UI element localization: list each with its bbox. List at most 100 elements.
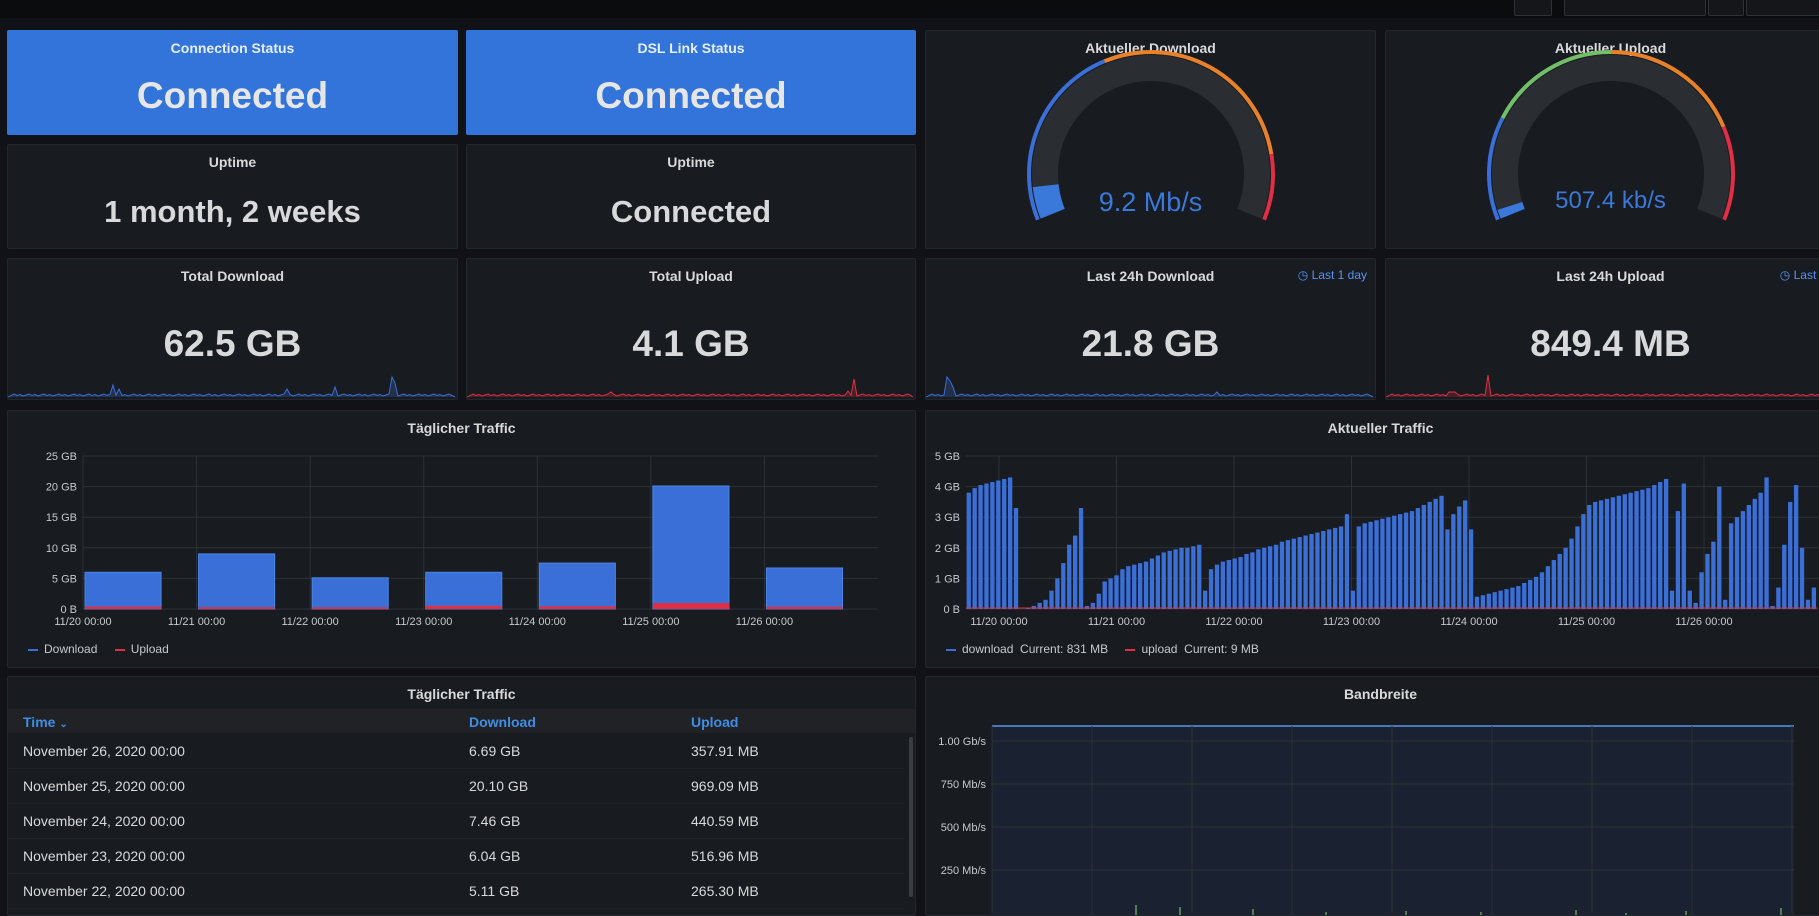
bandwidth-chart-panel[interactable]: Bandbreite 1.00 Gb/s 750 Mb/s 500 Mb/s 250 … [925, 676, 1819, 916]
bar-download [1321, 530, 1326, 609]
table-row[interactable]: November 22, 2020 00:00 5.11 GB 265.30 M… [8, 874, 905, 909]
bar-download [1764, 477, 1769, 609]
chart-legend: Download Upload [28, 642, 183, 656]
x-tick-label: 11/23 00:00 [1323, 616, 1380, 628]
uptime-dsl-panel[interactable]: Uptime Connected [466, 144, 916, 249]
time-picker-button[interactable] [1564, 0, 1706, 16]
download-gauge-panel[interactable]: Aktueller Download 9.2 Mb/s [925, 30, 1376, 249]
legend-label: Upload [130, 642, 169, 656]
clock-icon: ◷ [1297, 268, 1309, 282]
bar-upload [85, 606, 162, 609]
bandwidth-chart: 1.00 Gb/s 750 Mb/s 500 Mb/s 250 Mb/s [938, 725, 1794, 915]
bar-download [1533, 576, 1539, 609]
bar-download [1220, 561, 1226, 609]
daily-traffic-chart-panel[interactable]: Täglicher Traffic 0 B 5 GB 10 GB 15 GB 20 GB… [7, 410, 916, 668]
legend-item-upload[interactable]: Upload [114, 642, 169, 656]
table-row[interactable]: November 25, 2020 00:00 20.10 GB 969.09 … [8, 769, 905, 804]
time-range-tag[interactable]: ◷ Last 1 day [1780, 268, 1819, 282]
gauge-track [1492, 55, 1730, 219]
table-row[interactable]: November 24, 2020 00:00 7.46 GB 440.59 M… [8, 804, 905, 839]
bar-download [1463, 500, 1468, 609]
bar-download [1132, 564, 1137, 609]
daily-traffic-table-panel[interactable]: Täglicher Traffic Time ⌄ Download Upload… [7, 676, 916, 916]
dsl-link-status-panel[interactable]: DSL Link Status Connected [466, 30, 916, 135]
legend-item-download[interactable]: Download [28, 642, 97, 656]
bar-download [1723, 599, 1728, 609]
panel-title: DSL Link Status [637, 40, 745, 56]
bar-download [1072, 535, 1078, 609]
bar-download [1084, 605, 1090, 609]
x-tick-label: 11/25 00:00 [622, 616, 679, 628]
bar-download [1799, 547, 1805, 609]
gauge-track [1032, 55, 1270, 219]
bar-download [1734, 517, 1740, 609]
upload-gauge [1487, 50, 1735, 221]
bar-download [1675, 511, 1681, 609]
plot-area [992, 726, 1794, 915]
chart-legend: download Current: 831 MB upload Current:… [946, 642, 1273, 656]
x-tick-label: 11/26 00:00 [1675, 616, 1732, 628]
bar-download [1297, 537, 1302, 609]
bar-download [1250, 552, 1255, 609]
y-tick-label: 20 GB [46, 482, 77, 494]
uptime-panel[interactable]: Uptime 1 month, 2 weeks [7, 144, 458, 249]
y-tick-label: 25 GB [46, 451, 77, 463]
column-header-time[interactable]: Time ⌄ [23, 714, 68, 730]
y-tick-label: 5 GB [935, 451, 960, 463]
y-tick-label: 2 GB [935, 543, 960, 555]
table-row[interactable]: November 23, 2020 00:00 6.04 GB 516.96 M… [8, 839, 905, 874]
last-24h-upload-panel[interactable]: Last 24h Upload ◷ Last 1 day 849.4 MB [1385, 258, 1819, 400]
bar-download [652, 485, 730, 610]
bar-download [1575, 526, 1580, 609]
bar-download [1681, 483, 1686, 609]
legend-current: Current: 831 MB [1020, 642, 1109, 656]
total-upload-panel[interactable]: Total Upload 4.1 GB [466, 258, 916, 400]
zoom-out-button[interactable] [1708, 0, 1744, 16]
panel-title: Täglicher Traffic [407, 420, 516, 436]
table-scrollbar[interactable] [909, 737, 913, 897]
bar-download [1191, 546, 1196, 609]
bar-download [1421, 504, 1426, 609]
table-header: Time ⌄ Download Upload [8, 709, 915, 733]
total-download-panel[interactable]: Total Download 62.5 GB [7, 258, 458, 400]
bar-download [1581, 514, 1586, 609]
bar-download [1569, 538, 1574, 609]
bar-download [1616, 495, 1621, 609]
x-tick-label: 11/25 00:00 [1558, 616, 1615, 628]
bar-download [1309, 534, 1314, 609]
gauge-threshold-band [1103, 50, 1274, 155]
bar-download [1693, 602, 1698, 609]
bar-download [1486, 593, 1491, 609]
bar-upload [312, 607, 389, 609]
bar-download [1380, 518, 1385, 609]
column-header-upload[interactable]: Upload [691, 714, 739, 730]
total-download-value: 62.5 GB [163, 323, 302, 364]
bar-download [1522, 582, 1527, 609]
x-tick-label: 11/26 00:00 [736, 616, 793, 628]
column-header-download[interactable]: Download [469, 714, 536, 730]
refresh-button[interactable] [1746, 0, 1819, 16]
connection-status-panel[interactable]: Connection Status Connected [7, 30, 458, 135]
bar-download [1067, 544, 1072, 609]
toolbar-button[interactable] [1514, 0, 1552, 16]
bar-download [1049, 590, 1054, 609]
bar-download [425, 571, 503, 610]
bar-download [1137, 563, 1143, 609]
bar-download [1746, 504, 1751, 609]
sparkline-path [1386, 374, 1819, 398]
panel-title: Last 24h Upload [1556, 268, 1665, 284]
bar-download [1705, 553, 1710, 609]
cell-upload: 516.96 MB [691, 848, 759, 864]
bar-download [1273, 544, 1279, 609]
bar-download [311, 577, 389, 610]
uptime-value: 1 month, 2 weeks [104, 194, 361, 229]
legend-item-download[interactable]: download Current: 831 MB [946, 642, 1108, 656]
legend-item-upload[interactable]: upload Current: 9 MB [1125, 642, 1259, 656]
time-range-tag[interactable]: ◷ Last 1 day [1298, 268, 1367, 282]
table-row[interactable]: November 26, 2020 00:00 6.69 GB 357.91 M… [8, 734, 905, 769]
time-range-label: Last 1 day [1311, 268, 1367, 282]
gauge-fill [1032, 183, 1065, 219]
last-24h-download-panel[interactable]: Last 24h Download ◷ Last 1 day 21.8 GB [925, 258, 1376, 400]
upload-gauge-panel[interactable]: Aktueller Upload 507.4 kb/s [1385, 30, 1819, 249]
current-traffic-chart-panel[interactable]: Aktueller Traffic 0 B 1 GB 2 GB 3 GB 4 GB 5 G… [925, 410, 1819, 668]
